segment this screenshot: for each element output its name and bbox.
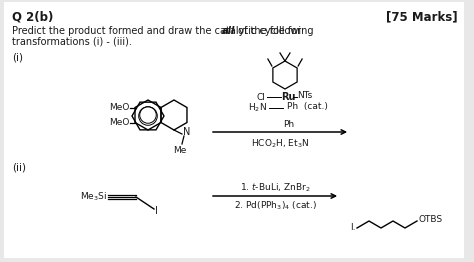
- Text: Q 2(b): Q 2(b): [12, 10, 54, 23]
- Text: Predict the product formed and draw the catalytic cycle for: Predict the product formed and draw the …: [12, 26, 304, 36]
- Text: I: I: [155, 206, 158, 216]
- Text: Cl: Cl: [256, 92, 265, 101]
- Text: [75 Marks]: [75 Marks]: [386, 10, 458, 23]
- Text: N: N: [183, 127, 191, 137]
- Text: all: all: [222, 26, 236, 36]
- Text: 2. Pd(PPh$_3$)$_4$ (cat.): 2. Pd(PPh$_3$)$_4$ (cat.): [234, 199, 317, 211]
- Text: Me: Me: [173, 146, 187, 155]
- Text: HCO$_2$H, Et$_3$N: HCO$_2$H, Et$_3$N: [251, 137, 309, 150]
- Text: I.: I.: [350, 223, 356, 232]
- Text: Me$_3$Si: Me$_3$Si: [80, 191, 107, 203]
- Text: OTBS: OTBS: [419, 215, 443, 223]
- FancyBboxPatch shape: [4, 2, 464, 258]
- Text: of the following: of the following: [235, 26, 313, 36]
- Text: (i): (i): [12, 52, 23, 62]
- Text: 1. $t$-BuLi, ZnBr$_2$: 1. $t$-BuLi, ZnBr$_2$: [240, 182, 310, 194]
- Text: H$_2$N: H$_2$N: [248, 102, 267, 114]
- Text: (ii): (ii): [12, 162, 26, 172]
- Text: Ph  (cat.): Ph (cat.): [287, 102, 328, 112]
- Text: MeO: MeO: [109, 118, 129, 127]
- Text: NTs: NTs: [297, 91, 312, 101]
- Text: transformations (i) - (iii).: transformations (i) - (iii).: [12, 37, 132, 47]
- Text: Ru: Ru: [281, 92, 295, 102]
- Text: MeO: MeO: [109, 103, 129, 112]
- Text: Ph: Ph: [283, 120, 294, 129]
